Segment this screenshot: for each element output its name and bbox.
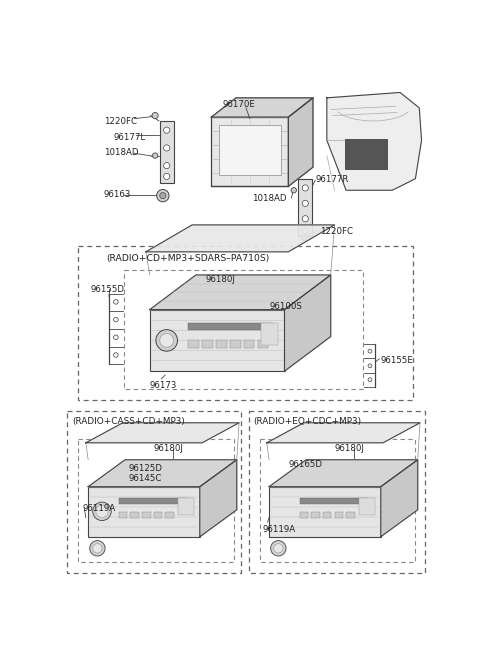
Polygon shape bbox=[188, 324, 273, 329]
Polygon shape bbox=[211, 98, 313, 117]
Polygon shape bbox=[178, 498, 193, 515]
Text: 1018AD: 1018AD bbox=[104, 148, 138, 157]
Polygon shape bbox=[119, 498, 187, 504]
Text: (RADIO+CASS+CD+MP3): (RADIO+CASS+CD+MP3) bbox=[72, 417, 185, 426]
Polygon shape bbox=[119, 512, 127, 518]
Polygon shape bbox=[88, 487, 200, 536]
Text: 96119A: 96119A bbox=[83, 504, 116, 514]
Polygon shape bbox=[300, 498, 368, 504]
Polygon shape bbox=[219, 125, 281, 175]
Polygon shape bbox=[288, 98, 313, 187]
Polygon shape bbox=[88, 460, 237, 487]
Text: 96155E: 96155E bbox=[381, 356, 414, 365]
Text: 96177R: 96177R bbox=[315, 175, 348, 184]
Polygon shape bbox=[335, 512, 343, 518]
Polygon shape bbox=[216, 341, 227, 348]
Circle shape bbox=[164, 145, 170, 151]
Polygon shape bbox=[381, 460, 418, 536]
Polygon shape bbox=[165, 512, 174, 518]
Text: (RADIO+EQ+CDC+MP3): (RADIO+EQ+CDC+MP3) bbox=[254, 417, 362, 426]
Text: 96173: 96173 bbox=[150, 381, 177, 390]
Text: 96180J: 96180J bbox=[154, 443, 183, 453]
Circle shape bbox=[164, 174, 170, 179]
Polygon shape bbox=[150, 310, 285, 371]
Circle shape bbox=[90, 540, 105, 556]
Circle shape bbox=[160, 333, 174, 347]
Polygon shape bbox=[345, 139, 387, 170]
Circle shape bbox=[153, 153, 158, 159]
Polygon shape bbox=[86, 422, 239, 443]
Circle shape bbox=[96, 505, 108, 517]
Circle shape bbox=[302, 235, 307, 240]
Polygon shape bbox=[230, 341, 240, 348]
Circle shape bbox=[368, 378, 372, 382]
Circle shape bbox=[302, 228, 308, 234]
Circle shape bbox=[114, 299, 118, 304]
Text: 96163: 96163 bbox=[104, 190, 131, 199]
Polygon shape bbox=[346, 512, 355, 518]
Circle shape bbox=[114, 317, 118, 322]
Circle shape bbox=[156, 329, 178, 351]
Circle shape bbox=[302, 215, 308, 222]
Polygon shape bbox=[327, 92, 421, 190]
Circle shape bbox=[271, 540, 286, 556]
Circle shape bbox=[93, 544, 102, 553]
Text: 1018AD: 1018AD bbox=[252, 194, 287, 203]
Text: 96170E: 96170E bbox=[223, 100, 256, 109]
Circle shape bbox=[164, 127, 170, 133]
Circle shape bbox=[302, 185, 308, 191]
Text: 96125D: 96125D bbox=[129, 464, 163, 473]
Text: 96180J: 96180J bbox=[335, 443, 364, 453]
Polygon shape bbox=[267, 422, 420, 443]
Circle shape bbox=[368, 364, 372, 367]
Polygon shape bbox=[285, 275, 331, 371]
Polygon shape bbox=[312, 512, 320, 518]
Circle shape bbox=[156, 189, 169, 202]
Text: 1220FC: 1220FC bbox=[320, 227, 353, 236]
Polygon shape bbox=[200, 460, 237, 536]
Polygon shape bbox=[160, 121, 174, 183]
Circle shape bbox=[114, 335, 118, 340]
Circle shape bbox=[274, 544, 283, 553]
Circle shape bbox=[368, 349, 372, 353]
Polygon shape bbox=[359, 498, 374, 515]
Text: 96145C: 96145C bbox=[129, 474, 162, 483]
Polygon shape bbox=[150, 275, 331, 310]
Text: 96100S: 96100S bbox=[269, 302, 302, 311]
Polygon shape bbox=[299, 179, 312, 236]
Circle shape bbox=[302, 200, 308, 206]
Polygon shape bbox=[188, 341, 199, 348]
Polygon shape bbox=[131, 512, 139, 518]
Text: (RADIO+CD+MP3+SDARS–PA710S): (RADIO+CD+MP3+SDARS–PA710S) bbox=[106, 254, 269, 263]
Polygon shape bbox=[211, 117, 288, 187]
Polygon shape bbox=[146, 225, 335, 252]
Polygon shape bbox=[323, 512, 332, 518]
Circle shape bbox=[152, 113, 158, 119]
Polygon shape bbox=[269, 487, 381, 536]
Text: 96155D: 96155D bbox=[90, 285, 124, 294]
Circle shape bbox=[93, 502, 111, 521]
Polygon shape bbox=[154, 512, 162, 518]
Text: 96119A: 96119A bbox=[263, 525, 296, 534]
Text: 96177L: 96177L bbox=[114, 132, 146, 141]
Polygon shape bbox=[142, 512, 151, 518]
Polygon shape bbox=[258, 341, 268, 348]
Polygon shape bbox=[202, 341, 213, 348]
Polygon shape bbox=[262, 324, 278, 345]
Circle shape bbox=[291, 187, 297, 193]
Text: 96180J: 96180J bbox=[206, 275, 236, 284]
Circle shape bbox=[164, 162, 170, 169]
Polygon shape bbox=[300, 512, 308, 518]
Text: 96165D: 96165D bbox=[288, 460, 323, 469]
Polygon shape bbox=[269, 460, 418, 487]
Polygon shape bbox=[244, 341, 254, 348]
Circle shape bbox=[160, 193, 166, 198]
Circle shape bbox=[114, 353, 118, 358]
Text: 1220FC: 1220FC bbox=[104, 117, 136, 126]
